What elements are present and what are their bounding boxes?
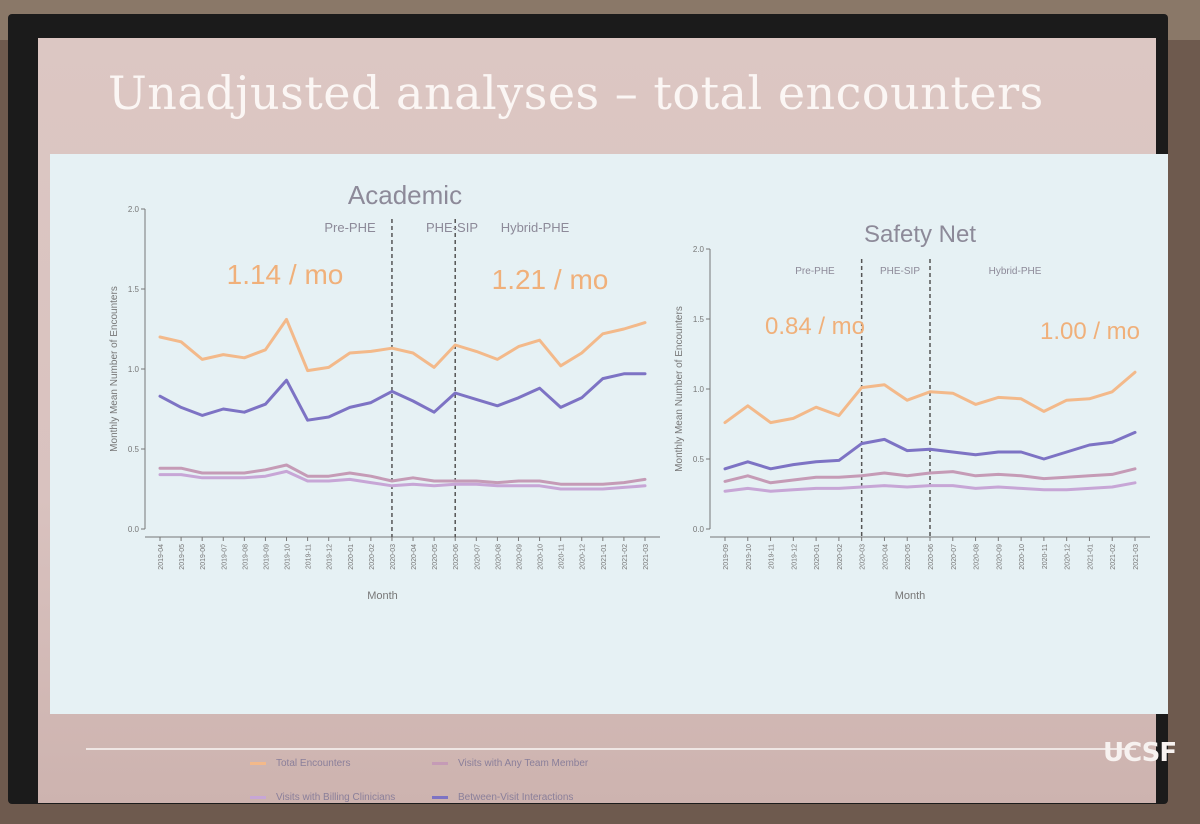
x-tick-label: 2019-12 [327,544,334,570]
x-tick-label: 2020-05 [905,544,912,570]
y-tick-label: 1.0 [128,365,140,374]
series-line-between [158,372,647,422]
x-tick-label: 2020-06 [453,544,460,570]
legend-label: Total Encounters [276,758,351,769]
rate-annotation: 0.84 / mo [765,313,865,340]
legend-swatch-billing [250,796,266,799]
x-tick-label: 2020-12 [580,544,587,570]
x-tick-label: 2021-02 [1110,544,1117,570]
slide-title: Unadjusted analyses – total encounters [108,66,1044,120]
legend-label: Visits with Any Team Member [458,758,589,769]
period-label: Pre-PHE [324,220,376,235]
x-tick-label: 2019-09 [263,544,270,570]
legend-item-billing: Visits with Billing Clinicians [250,792,395,803]
legend-swatch-between [432,796,448,799]
series-line-between [723,430,1137,471]
x-tick-label: 2020-11 [559,544,566,569]
x-tick-label: 2020-02 [369,544,376,570]
x-tick-label: 2020-07 [474,544,481,570]
slide: Unadjusted analyses – total encounters 0… [38,38,1177,803]
legend-item-total-encounters: Total Encounters [250,758,351,769]
x-tick-label: 2019-05 [179,544,186,570]
period-label: PHE-SIP [880,266,920,277]
x-tick-label: 2019-10 [285,544,292,570]
x-tick-label: 2021-03 [1133,544,1140,570]
x-tick-label: 2020-05 [432,544,439,570]
charts-svg: 0.0 0.5 1.0 1.5 2.0 Monthly Mean Number of En… [109,180,1150,602]
period-label: PHE-SIP [426,220,478,235]
x-tick-label: 2020-03 [860,544,867,570]
series-line-billing [723,481,1137,493]
series-line-any_team [723,467,1137,485]
x-tick-label: 2020-10 [538,544,545,570]
y-tick-label: 1.0 [693,385,705,394]
x-tick-label: 2019-07 [221,544,228,570]
x-tick-label: 2021-02 [622,544,629,570]
y-tick-label: 0.5 [128,445,140,454]
chart-title: Academic [348,180,462,210]
y-axis-label: Monthly Mean Number of Encounters [109,286,120,452]
series-line-any_team [158,463,647,486]
chart-title: Safety Net [864,221,976,248]
y-axis-label: Monthly Mean Number of Encounters [674,306,685,472]
ucsf-logo: UCSF [1103,738,1177,768]
series-line-billing [158,469,647,491]
period-label: Hybrid-PHE [989,266,1042,277]
x-tick-label: 2020-02 [837,544,844,570]
x-tick-label: 2021-01 [601,544,608,570]
rate-annotation: 1.21 / mo [492,264,609,295]
legend-label: Between-Visit Interactions [458,792,574,803]
x-axis-label: Month [367,590,398,602]
x-tick-label: 2020-08 [495,544,502,570]
period-label: Hybrid-PHE [501,220,570,235]
rate-annotation: 1.14 / mo [227,259,344,290]
legend-swatch-total [250,762,266,765]
x-tick-label: 2019-09 [723,544,730,570]
x-tick-label: 2021-01 [1087,544,1094,570]
x-tick-label: 2019-12 [791,544,798,570]
y-tick-label: 0.0 [128,525,140,534]
x-tick-label: 2020-01 [348,544,355,570]
x-tick-label: 2019-04 [158,544,165,570]
series-line-total [158,317,647,373]
x-tick-label: 2020-10 [1019,544,1026,570]
x-tick-label: 2021-03 [643,544,650,570]
y-tick-label: 0.5 [693,455,705,464]
series-line-total [723,370,1137,425]
x-tick-label: 2019-11 [306,544,313,569]
y-tick-label: 0.0 [693,525,705,534]
y-tick-label: 1.5 [128,285,140,294]
x-tick-label: 2020-09 [516,544,523,570]
legend-swatch-any-team [432,762,448,765]
x-tick-label: 2019-08 [242,544,249,570]
y-tick-label: 2.0 [128,205,140,214]
x-tick-label: 2019-11 [769,544,776,569]
x-tick-label: 2020-11 [1042,544,1049,569]
x-tick-label: 2020-04 [411,544,418,570]
legend-item-any-team: Visits with Any Team Member [432,758,588,769]
x-tick-label: 2020-09 [996,544,1003,570]
chart-panel: 0.0 0.5 1.0 1.5 2.0 Monthly Mean Number of En… [50,154,1168,803]
chart-legend: Total Encounters Visits with Any Team Me… [250,754,710,824]
period-label: Pre-PHE [795,266,835,277]
y-tick-label: 1.5 [693,315,705,324]
legend-item-between-visit: Between-Visit Interactions [432,792,573,803]
x-tick-label: 2020-08 [974,544,981,570]
rate-annotation: 1.00 / mo [1040,318,1140,345]
x-tick-label: 2019-10 [746,544,753,570]
x-tick-label: 2020-07 [951,544,958,570]
x-tick-label: 2020-12 [1065,544,1072,570]
legend-label: Visits with Billing Clinicians [276,792,396,803]
x-tick-label: 2019-06 [200,544,207,570]
projector-screen-frame: Unadjusted analyses – total encounters 0… [8,14,1177,804]
x-tick-label: 2020-06 [928,544,935,570]
x-tick-label: 2020-01 [814,544,821,570]
x-tick-label: 2020-04 [882,544,889,570]
y-tick-label: 2.0 [693,245,705,254]
x-axis-label: Month [895,590,926,602]
footer-divider [86,748,1136,750]
x-tick-label: 2020-03 [390,544,397,570]
